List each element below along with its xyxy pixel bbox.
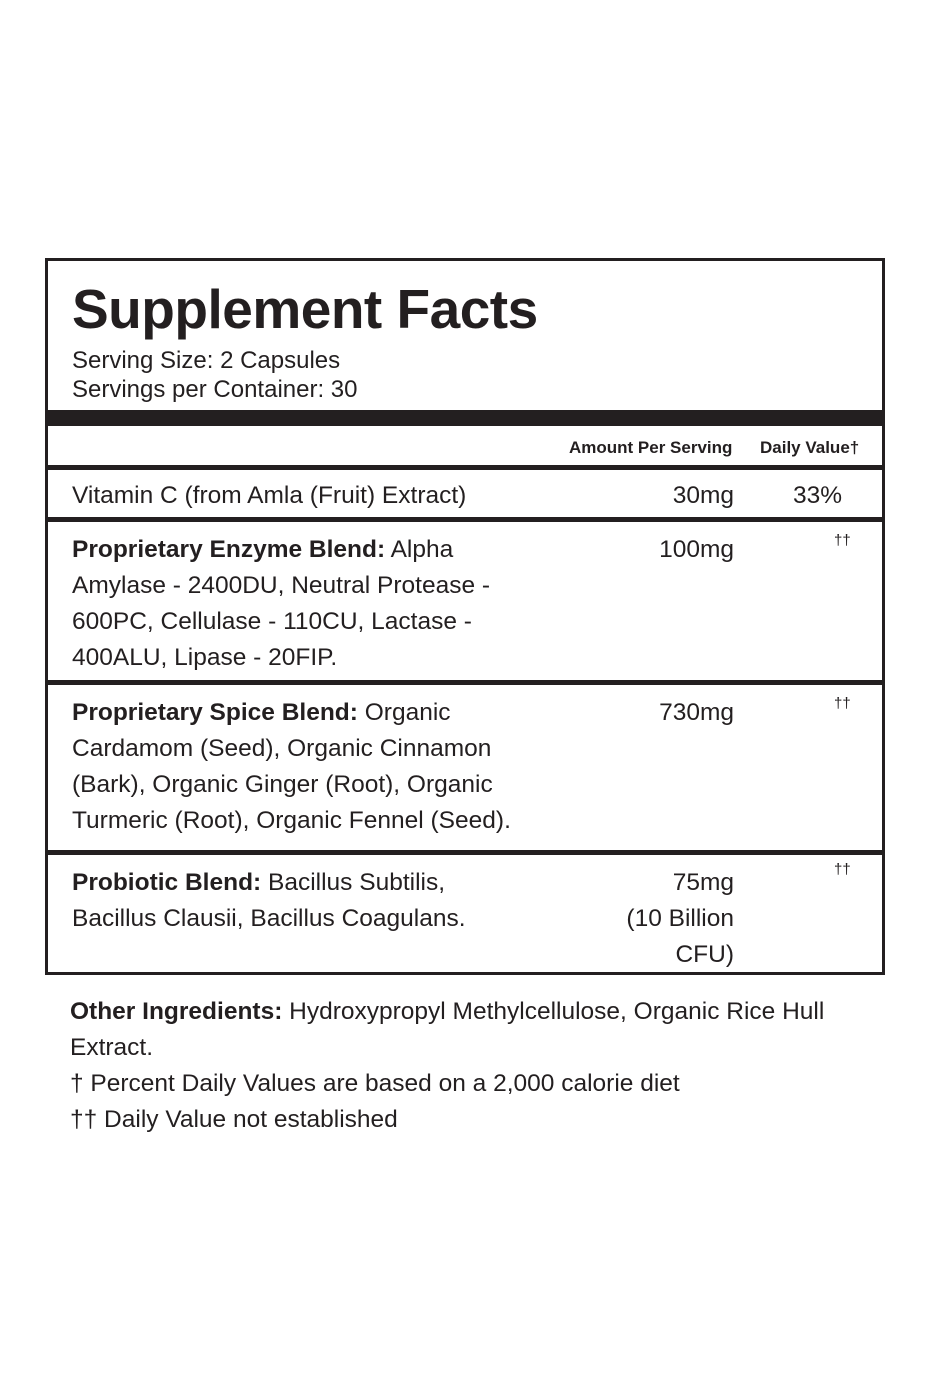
amount-line: 75mg (672, 869, 734, 896)
servings-per-container: Servings per Container: 30 (72, 376, 358, 403)
divider (48, 517, 882, 522)
name-line: Organic (357, 699, 451, 726)
name-line: (Bark), Organic Ginger (Root), Organic (72, 771, 493, 798)
blend-label: Proprietary Spice Blend: (72, 699, 358, 726)
serving-size: Serving Size: 2 Capsules (72, 347, 341, 374)
name-line: Alpha (385, 536, 454, 563)
nutrient-amount: 75mg (10 Billion CFU) (626, 865, 734, 973)
nutrient-name: Proprietary Enzyme Blend: Alpha Amylase -… (72, 532, 490, 676)
nutrient-amount: 100mg (659, 536, 734, 563)
supplement-facts-panel: Supplement Facts Serving Size: 2 Capsule… (45, 258, 885, 975)
thick-divider (48, 410, 882, 426)
daily-value: 33% (793, 482, 843, 509)
name-line: Amylase - 2400DU, Neutral Protease - (72, 572, 491, 599)
nutrient-name: Proprietary Spice Blend: Organic Cardamom… (72, 695, 511, 839)
name-line: Turmeric (Root), Organic Fennel (Seed). (72, 807, 511, 834)
nutrient-name: Probiotic Blend: Bacillus Subtilis, Bacil… (72, 865, 466, 937)
daily-value: †† (834, 695, 851, 712)
amount-line: (10 Billion (626, 905, 734, 932)
nutrient-row-enzyme-blend: Proprietary Enzyme Blend: Alpha Amylase -… (48, 522, 882, 680)
name-line: 600PC, Cellulase - 110CU, Lactase - (72, 608, 472, 635)
nutrient-name: Vitamin C (from Amla (Fruit) Extract) (72, 478, 466, 514)
footer-notes: Other Ingredients: Hydroxypropyl Methylc… (70, 994, 870, 1138)
daily-value-header: Daily Value† (760, 438, 860, 457)
nutrient-row-vitamin-c: Vitamin C (from Amla (Fruit) Extract) 30… (48, 470, 882, 518)
name-line: Vitamin C (from Amla (Fruit) Extract) (72, 482, 467, 509)
divider (48, 465, 882, 470)
footnote-daily-value: † Percent Daily Values are based on a 2,… (70, 1070, 680, 1097)
name-line: Cardamom (Seed), Organic Cinnamon (72, 735, 492, 762)
name-line: Bacillus Subtilis, (261, 869, 446, 896)
panel-title: Supplement Facts (72, 278, 538, 340)
divider (48, 850, 882, 855)
nutrient-amount: 730mg (659, 699, 734, 726)
daily-value: †† (834, 532, 851, 549)
blend-label: Probiotic Blend: (72, 869, 262, 896)
footnote-not-established: †† Daily Value not established (70, 1106, 398, 1133)
amount-per-serving-header: Amount Per Serving (569, 438, 733, 457)
daily-value: †† (834, 861, 851, 878)
other-ingredients-label: Other Ingredients: (70, 998, 283, 1025)
blend-label: Proprietary Enzyme Blend: (72, 536, 386, 563)
name-line: Bacillus Clausii, Bacillus Coagulans. (72, 905, 466, 932)
other-ingredients-text: Hydroxypropyl Methylcellulose, Organic R… (70, 998, 825, 1061)
other-ingredients: Other Ingredients: Hydroxypropyl Methylc… (70, 994, 870, 1066)
divider (48, 680, 882, 685)
nutrient-row-probiotic-blend: Probiotic Blend: Bacillus Subtilis, Bacil… (48, 855, 882, 972)
amount-line: CFU) (675, 941, 734, 968)
name-line: 400ALU, Lipase - 20FIP. (72, 644, 338, 671)
nutrient-amount: 30mg (672, 482, 734, 509)
nutrient-row-spice-blend: Proprietary Spice Blend: Organic Cardamom… (48, 685, 882, 849)
